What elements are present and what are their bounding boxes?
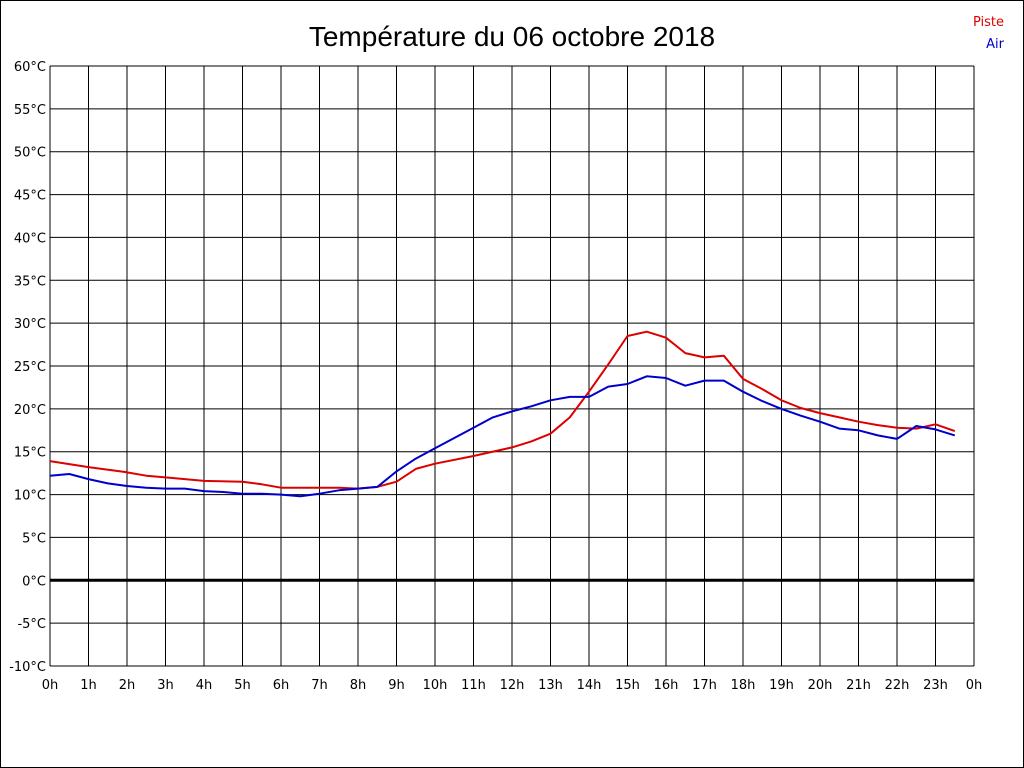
y-tick-label: 55°C [14, 103, 46, 118]
x-tick-label: 5h [234, 678, 251, 693]
y-tick-label: -5°C [17, 617, 46, 632]
x-tick-label: 2h [119, 678, 136, 693]
legend-entry-piste: Piste [973, 15, 1004, 30]
x-tick-label: 16h [654, 678, 679, 693]
x-tick-label: 20h [808, 678, 833, 693]
y-tick-label: 50°C [14, 146, 46, 161]
x-tick-label: 3h [157, 678, 174, 693]
x-tick-label: 10h [423, 678, 448, 693]
x-tick-label: 6h [273, 678, 290, 693]
x-tick-label: 18h [731, 678, 756, 693]
x-tick-label: 19h [769, 678, 794, 693]
x-tick-label: 12h [500, 678, 525, 693]
x-tick-label: 0h [966, 678, 983, 693]
x-tick-label: 11h [461, 678, 486, 693]
legend-entry-air: Air [986, 37, 1005, 52]
y-tick-label: 5°C [22, 531, 46, 546]
x-tick-label: 23h [923, 678, 948, 693]
y-tick-label: 20°C [14, 403, 46, 418]
x-tick-label: 8h [350, 678, 367, 693]
x-tick-label: 14h [577, 678, 602, 693]
y-axis-ticks: 60°C 55°C 50°C 45°C 40°C 35°C 30°C 25°C 20°C 15°C… [9, 60, 46, 675]
x-tick-label: 4h [196, 678, 213, 693]
grid-lines [49, 65, 975, 667]
y-tick-label: 60°C [14, 60, 46, 75]
y-tick-label: 15°C [14, 446, 46, 461]
x-tick-label: 15h [615, 678, 640, 693]
x-axis-ticks: 0h 1h 2h 3h 4h 5h 6h 7h 8h 9h 10h 11h 12h 13h 14h 15h 16… [42, 678, 983, 693]
series-line-piste [49, 330, 956, 490]
x-tick-label: 22h [885, 678, 910, 693]
x-tick-label: 9h [388, 678, 405, 693]
y-tick-label: 25°C [14, 360, 46, 375]
series-line-air [49, 375, 956, 498]
legend: Piste Air [973, 15, 1005, 52]
y-tick-label: 35°C [14, 274, 46, 289]
y-tick-label: 45°C [14, 189, 46, 204]
x-tick-label: 0h [42, 678, 59, 693]
y-tick-label: 0°C [22, 574, 46, 589]
chart-title: Température du 06 octobre 2018 [309, 21, 715, 52]
x-tick-label: 13h [538, 678, 563, 693]
x-tick-label: 21h [846, 678, 871, 693]
x-tick-label: 1h [80, 678, 97, 693]
x-tick-label: 7h [311, 678, 328, 693]
y-tick-label: 10°C [14, 489, 46, 504]
y-tick-label: 30°C [14, 317, 46, 332]
y-tick-label: 40°C [14, 231, 46, 246]
series-lines [49, 330, 956, 498]
x-tick-label: 17h [692, 678, 717, 693]
y-tick-label: -10°C [9, 660, 46, 675]
